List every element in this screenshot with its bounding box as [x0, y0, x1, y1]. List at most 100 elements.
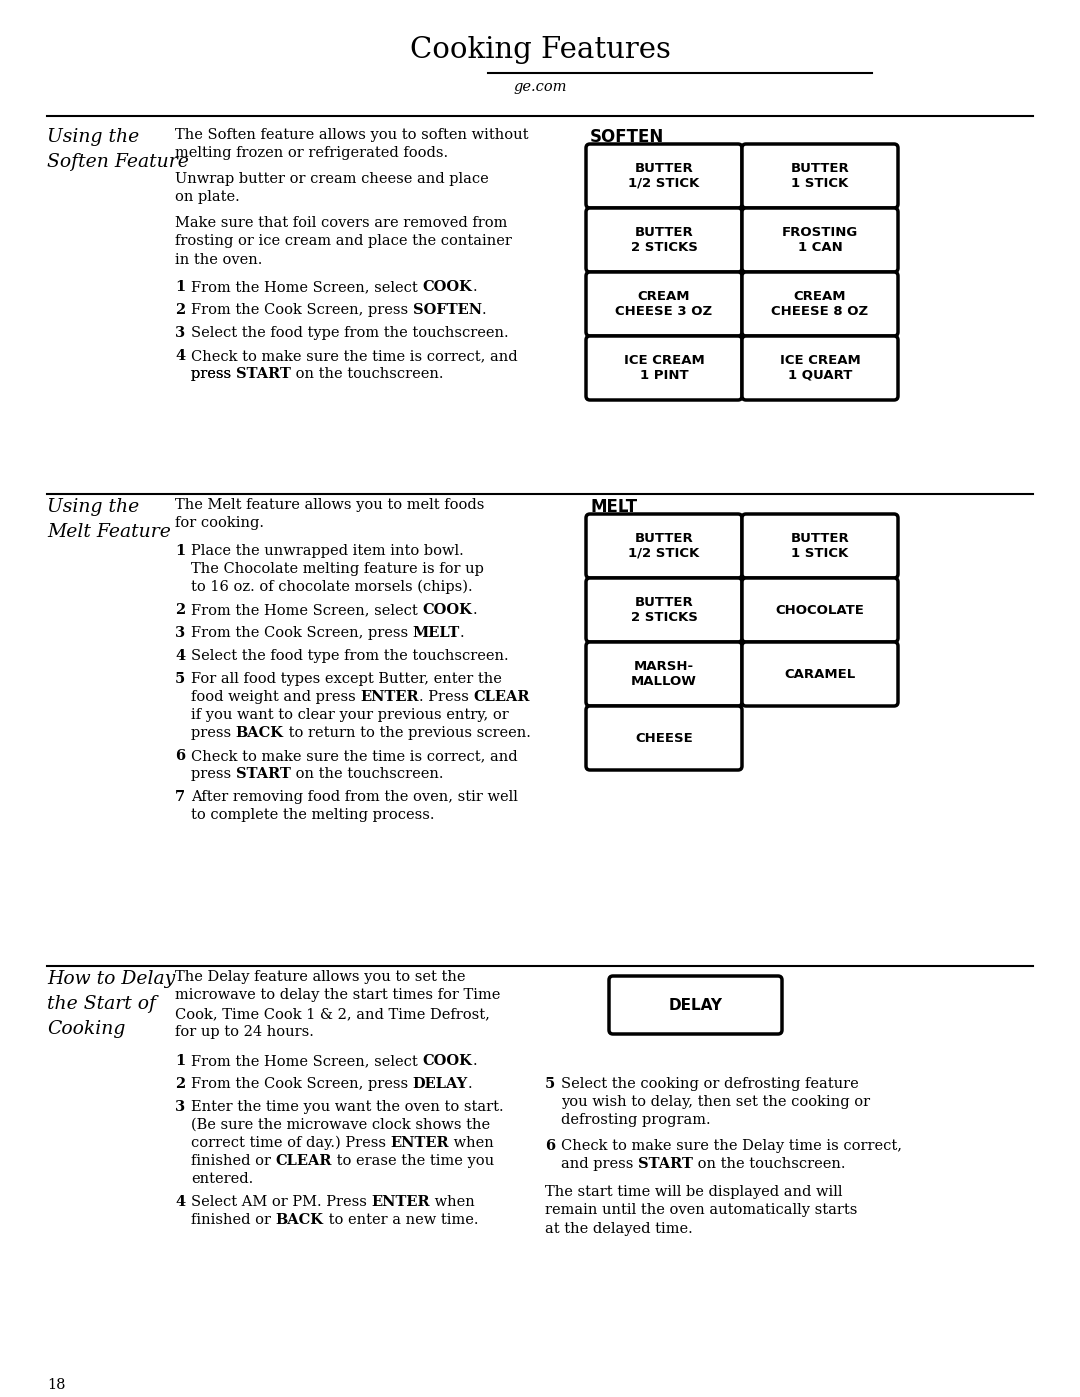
Text: .: .	[472, 604, 476, 617]
Text: ge.com: ge.com	[513, 80, 567, 94]
Text: BACK: BACK	[275, 1213, 324, 1227]
Text: Select the food type from the touchscreen.: Select the food type from the touchscree…	[191, 650, 509, 664]
Text: BUTTER
2 STICKS: BUTTER 2 STICKS	[631, 226, 698, 254]
Text: 2: 2	[175, 604, 186, 617]
Text: you wish to delay, then set the cooking or: you wish to delay, then set the cooking …	[561, 1095, 870, 1109]
Text: to complete the melting process.: to complete the melting process.	[191, 807, 434, 821]
Text: Cooking Features: Cooking Features	[409, 36, 671, 64]
Text: . Press: . Press	[419, 690, 473, 704]
Text: Select AM or PM. Press: Select AM or PM. Press	[191, 1194, 372, 1208]
Text: finished or: finished or	[191, 1213, 275, 1227]
Text: 3: 3	[175, 1099, 185, 1113]
Text: COOK: COOK	[422, 1053, 472, 1067]
Text: CLEAR: CLEAR	[473, 690, 530, 704]
Text: DELAY: DELAY	[669, 997, 723, 1013]
Text: ENTER: ENTER	[361, 690, 419, 704]
Text: finished or: finished or	[191, 1154, 275, 1168]
Text: SOFTEN: SOFTEN	[413, 303, 482, 317]
Text: and press: and press	[561, 1157, 638, 1171]
Text: .: .	[472, 1053, 476, 1067]
Text: 4: 4	[175, 650, 185, 664]
Text: From the Home Screen, select: From the Home Screen, select	[191, 1053, 422, 1067]
Text: For all food types except Butter, enter the: For all food types except Butter, enter …	[191, 672, 502, 686]
Text: BUTTER
2 STICKS: BUTTER 2 STICKS	[631, 597, 698, 624]
Text: Make sure that foil covers are removed from
frosting or ice cream and place the : Make sure that foil covers are removed f…	[175, 217, 512, 267]
Text: START: START	[235, 367, 291, 381]
Text: .: .	[460, 626, 464, 640]
Text: defrosting program.: defrosting program.	[561, 1113, 711, 1127]
FancyBboxPatch shape	[742, 144, 897, 208]
Text: .: .	[468, 1077, 473, 1091]
FancyBboxPatch shape	[586, 705, 742, 770]
FancyBboxPatch shape	[586, 272, 742, 337]
Text: CARAMEL: CARAMEL	[784, 668, 855, 680]
Text: From the Cook Screen, press: From the Cook Screen, press	[191, 1077, 413, 1091]
Text: when: when	[430, 1194, 475, 1208]
Text: 4: 4	[175, 349, 185, 363]
Text: SOFTEN: SOFTEN	[590, 129, 664, 147]
Text: BUTTER
1 STICK: BUTTER 1 STICK	[791, 532, 849, 560]
Text: Select the food type from the touchscreen.: Select the food type from the touchscree…	[191, 326, 509, 339]
Text: press: press	[191, 367, 235, 381]
Text: on the touchscreen.: on the touchscreen.	[693, 1157, 846, 1171]
Text: Place the unwrapped item into bowl.: Place the unwrapped item into bowl.	[191, 543, 463, 557]
Text: if you want to clear your previous entry, or: if you want to clear your previous entry…	[191, 708, 509, 722]
Text: FROSTING
1 CAN: FROSTING 1 CAN	[782, 226, 859, 254]
Text: Using the
Soften Feature: Using the Soften Feature	[48, 129, 189, 170]
Text: food weight and press: food weight and press	[191, 690, 361, 704]
Text: Unwrap butter or cream cheese and place
on plate.: Unwrap butter or cream cheese and place …	[175, 172, 489, 204]
Text: CREAM
CHEESE 3 OZ: CREAM CHEESE 3 OZ	[616, 291, 713, 319]
Text: 6: 6	[175, 749, 185, 763]
Text: to erase the time you: to erase the time you	[333, 1154, 495, 1168]
FancyBboxPatch shape	[586, 514, 742, 578]
Text: 1: 1	[175, 543, 186, 557]
Text: 3: 3	[175, 326, 185, 339]
Text: START: START	[235, 767, 291, 781]
Text: ICE CREAM
1 QUART: ICE CREAM 1 QUART	[780, 353, 861, 381]
Text: CLEAR: CLEAR	[275, 1154, 333, 1168]
Text: press: press	[191, 767, 235, 781]
Text: 6: 6	[545, 1139, 555, 1153]
Text: when: when	[449, 1136, 494, 1150]
Text: The Soften feature allows you to soften without
melting frozen or refrigerated f: The Soften feature allows you to soften …	[175, 129, 528, 161]
Text: From the Home Screen, select: From the Home Screen, select	[191, 279, 422, 293]
Text: to enter a new time.: to enter a new time.	[324, 1213, 478, 1227]
Text: (Be sure the microwave clock shows the: (Be sure the microwave clock shows the	[191, 1118, 490, 1132]
Text: 4: 4	[175, 1194, 185, 1208]
Text: From the Cook Screen, press: From the Cook Screen, press	[191, 626, 413, 640]
Text: 18: 18	[48, 1377, 66, 1391]
Text: ENTER: ENTER	[372, 1194, 430, 1208]
Text: .: .	[482, 303, 486, 317]
Text: correct time of day.) Press: correct time of day.) Press	[191, 1136, 391, 1150]
Text: entered.: entered.	[191, 1172, 253, 1186]
Text: MARSH-
MALLOW: MARSH- MALLOW	[631, 659, 697, 687]
Text: press: press	[191, 367, 235, 381]
Text: After removing food from the oven, stir well: After removing food from the oven, stir …	[191, 789, 518, 805]
Text: on the touchscreen.: on the touchscreen.	[291, 767, 443, 781]
FancyBboxPatch shape	[586, 208, 742, 272]
Text: Using the
Melt Feature: Using the Melt Feature	[48, 497, 171, 541]
FancyBboxPatch shape	[742, 578, 897, 643]
Text: to 16 oz. of chocolate morsels (chips).: to 16 oz. of chocolate morsels (chips).	[191, 580, 473, 594]
Text: Enter the time you want the oven to start.: Enter the time you want the oven to star…	[191, 1099, 503, 1113]
Text: 2: 2	[175, 303, 186, 317]
Text: The Chocolate melting feature is for up: The Chocolate melting feature is for up	[191, 562, 484, 576]
Text: CREAM
CHEESE 8 OZ: CREAM CHEESE 8 OZ	[771, 291, 868, 319]
FancyBboxPatch shape	[742, 337, 897, 400]
Text: 1: 1	[175, 279, 186, 293]
Text: MELT: MELT	[590, 497, 637, 515]
Text: BUTTER
1/2 STICK: BUTTER 1/2 STICK	[629, 532, 700, 560]
Text: Check to make sure the time is correct, and: Check to make sure the time is correct, …	[191, 349, 517, 363]
Text: From the Home Screen, select: From the Home Screen, select	[191, 604, 422, 617]
FancyBboxPatch shape	[742, 643, 897, 705]
Text: ICE CREAM
1 PINT: ICE CREAM 1 PINT	[623, 353, 704, 381]
Text: 5: 5	[175, 672, 186, 686]
Text: to return to the previous screen.: to return to the previous screen.	[284, 726, 530, 740]
Text: COOK: COOK	[422, 604, 472, 617]
Text: The Melt feature allows you to melt foods
for cooking.: The Melt feature allows you to melt food…	[175, 497, 484, 531]
Text: 7: 7	[175, 789, 185, 805]
Text: CHOCOLATE: CHOCOLATE	[775, 604, 864, 616]
Text: MELT: MELT	[413, 626, 460, 640]
Text: 1: 1	[175, 1053, 186, 1067]
Text: CHEESE: CHEESE	[635, 732, 693, 745]
